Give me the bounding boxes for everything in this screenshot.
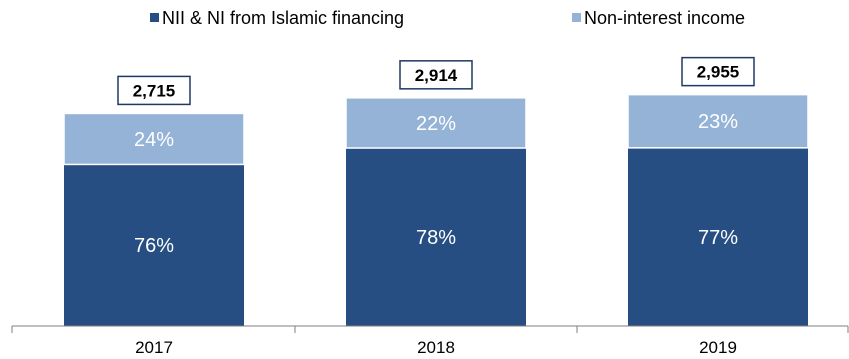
bar-segment-non-interest-2019 [627, 93, 809, 149]
legend-label-nii: NII & NI from Islamic financing [162, 8, 404, 28]
bar-group-2017: 76% 24% 2,715 [63, 75, 245, 326]
x-tick-label-2018: 2018 [417, 338, 455, 357]
x-tick-label-2019: 2019 [699, 338, 737, 357]
segment-label-non-interest-2017: 24% [134, 129, 174, 151]
legend-swatch-non-interest [572, 13, 581, 22]
total-box-2018 [399, 60, 473, 90]
bar-segment-non-interest-2017 [63, 112, 245, 166]
bar-group-2019: 77% 23% 2,955 [627, 56, 809, 326]
total-box-2019 [681, 56, 755, 87]
legend-label-non-interest: Non-interest income [584, 8, 745, 28]
total-label-2018: 2,914 [415, 66, 458, 85]
bar-segment-nii-2018 [346, 148, 526, 326]
bars-group: 76% 24% 2,715 78% 22% 2,914 77% 23% 2,955 [63, 56, 809, 326]
legend: NII & NI from Islamic financing Non-inte… [150, 8, 745, 28]
bar-segment-non-interest-2018 [345, 97, 527, 149]
bar-group-2018: 78% 22% 2,914 [345, 60, 527, 326]
segment-label-non-interest-2019: 23% [698, 111, 738, 133]
bar-segment-nii-2017 [64, 164, 244, 326]
segment-label-non-interest-2018: 22% [416, 113, 456, 135]
bar-segment-nii-2019 [628, 147, 808, 326]
total-label-2019: 2,955 [697, 63, 740, 82]
segment-label-nii-2019: 77% [698, 227, 738, 249]
x-tick-label-2017: 2017 [135, 338, 173, 357]
legend-swatch-nii [150, 13, 159, 22]
segment-label-nii-2018: 78% [416, 227, 456, 249]
total-box-2017 [117, 75, 191, 106]
total-label-2017: 2,715 [133, 81, 176, 100]
x-axis: 2017 2018 2019 [11, 325, 849, 357]
segment-label-nii-2017: 76% [134, 235, 174, 257]
